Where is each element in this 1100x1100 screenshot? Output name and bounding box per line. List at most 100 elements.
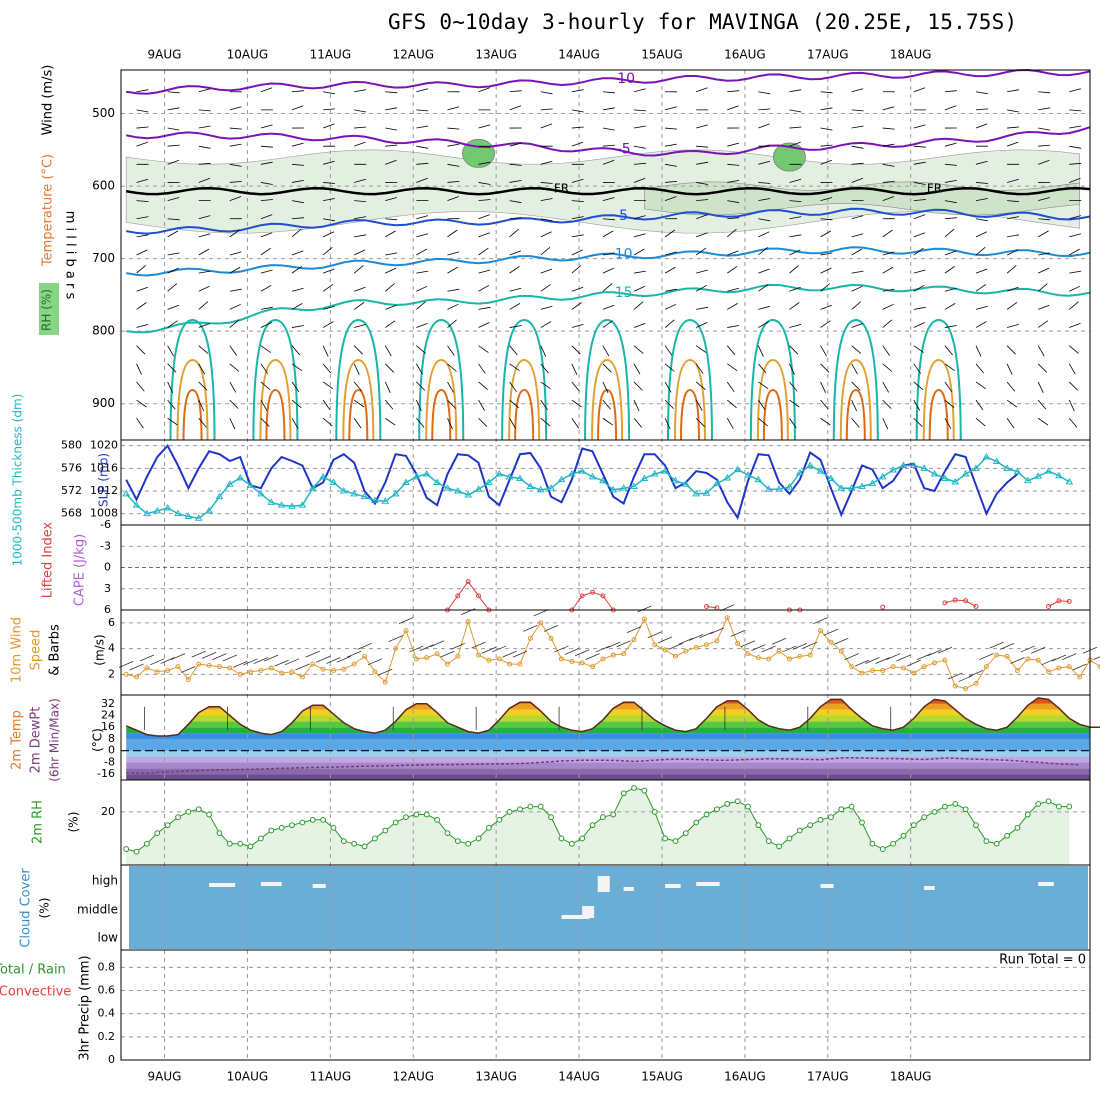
wind-barb-10m [595, 645, 611, 653]
rh-point [828, 814, 834, 821]
wind-barb [540, 108, 553, 111]
wind-speed-point [880, 668, 886, 674]
surface-isotherm-lobe [832, 318, 879, 441]
thickness-point [132, 501, 141, 508]
lifted-index-point [600, 593, 606, 599]
wind-speed-point [797, 653, 803, 659]
temp-band [126, 733, 1090, 739]
wind-barb [944, 228, 955, 238]
wind-barb [353, 345, 363, 355]
wind-barb [851, 125, 864, 129]
wind-barb [447, 196, 459, 201]
rh-point [496, 816, 503, 823]
wind-barb [633, 145, 646, 149]
wind-speed-point [330, 668, 336, 674]
wind-barb [789, 302, 800, 310]
surface-isotherm-lobe [928, 388, 949, 441]
wind-barb-10m [471, 641, 486, 649]
wind-barb [167, 320, 178, 328]
wind-barb [664, 399, 674, 409]
wind-barb [727, 363, 738, 372]
panel-wind-bg [121, 610, 1090, 695]
wind-barb-10m [284, 658, 300, 666]
wind-barb [758, 321, 770, 328]
wind-barb [665, 181, 678, 183]
wind-barb [229, 418, 236, 430]
date-label-bottom: 15AUG [641, 1070, 683, 1084]
wind-barb [198, 145, 211, 149]
wind-speed-point [465, 619, 471, 625]
lifted-index-point [942, 600, 948, 606]
cloud-middle-patch [582, 906, 595, 918]
wind-barb [851, 270, 864, 274]
wind-barb [602, 320, 613, 328]
wind-barb [882, 251, 895, 256]
temp-band [126, 715, 1090, 722]
wind-barb-10m [212, 653, 227, 661]
wind-barb [198, 125, 211, 129]
wind-barb-10m [264, 654, 279, 662]
lifted-index-point [704, 603, 710, 609]
thickness-point [505, 472, 514, 480]
wind-barb [944, 163, 957, 166]
thickness-point [806, 461, 815, 468]
wind-barb [975, 108, 989, 111]
wind-barb [820, 304, 832, 310]
wind-barb-10m [191, 650, 206, 658]
wind-barb [1006, 363, 1013, 375]
data-marks: -10 -5 5 10 15 FR FR [119, 68, 1100, 919]
rh-point [931, 808, 938, 815]
wind-barb [136, 126, 149, 129]
wind-barb [1007, 200, 1020, 202]
wind-speed-point [859, 670, 865, 676]
wind-barb [447, 251, 460, 256]
wind-barb [540, 321, 552, 328]
wind-barb [664, 319, 675, 328]
wind-barb [789, 89, 802, 93]
temp-units-label: (°C) [91, 728, 105, 752]
wind-barb [198, 109, 211, 112]
date-label-bottom: 11AUG [310, 1070, 352, 1084]
cloud-high-patch [209, 883, 236, 887]
wind-barb [198, 417, 207, 428]
slp-line [125, 443, 1019, 520]
wind-speed-point [921, 664, 927, 670]
wind-barb-10m [1010, 657, 1025, 664]
wind-barb [882, 345, 890, 356]
rh-point [361, 843, 368, 850]
thickness-point [433, 478, 441, 485]
wind-barb [229, 345, 238, 356]
wind-barb [1037, 399, 1047, 410]
surface-isotherm-lobe [749, 318, 796, 441]
rh-point [1024, 811, 1031, 818]
rh-point [651, 808, 658, 815]
wind-barb [167, 107, 180, 111]
wind-barb [820, 218, 833, 221]
wind-barb [509, 381, 517, 393]
wind-barb [1038, 218, 1051, 221]
cloud-level-label: low [98, 931, 119, 945]
rh-point [848, 803, 855, 810]
wind-barb-10m [357, 642, 372, 650]
wind-barb [322, 321, 334, 328]
thickness-point [858, 482, 866, 489]
wind-barb [913, 345, 924, 353]
wind-barb [416, 301, 426, 310]
wind-barb-10m [564, 648, 579, 655]
lifted-index-point [476, 593, 482, 599]
rh-point [123, 846, 130, 852]
wind-barb [385, 252, 398, 256]
rh-point [1004, 832, 1010, 839]
wind-barb [633, 323, 646, 328]
wind-barb [478, 399, 485, 411]
wind-barb [540, 91, 553, 95]
wind-barb [478, 182, 491, 185]
thickness-point [184, 512, 193, 519]
thickness-point [319, 472, 327, 480]
wind-barb [664, 381, 672, 393]
freezing-level-label: FR [927, 182, 942, 196]
wind-barb [136, 141, 148, 147]
date-label-bottom: 13AUG [475, 1070, 517, 1084]
wind-barb-10m [709, 627, 725, 635]
wind-barb [384, 345, 392, 357]
